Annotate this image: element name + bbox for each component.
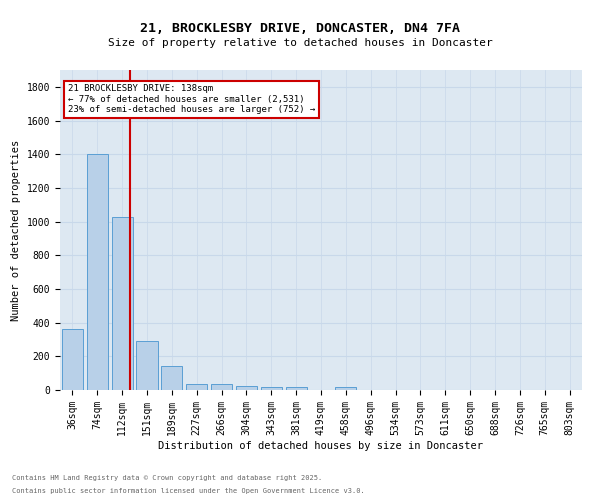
X-axis label: Distribution of detached houses by size in Doncaster: Distribution of detached houses by size …	[158, 440, 484, 450]
Bar	[62, 330, 83, 390]
Bar	[286, 388, 307, 390]
Bar	[335, 386, 356, 390]
Text: Contains public sector information licensed under the Open Government Licence v3: Contains public sector information licen…	[12, 488, 365, 494]
Text: Size of property relative to detached houses in Doncaster: Size of property relative to detached ho…	[107, 38, 493, 48]
Bar	[161, 366, 182, 390]
Text: 21, BROCKLESBY DRIVE, DONCASTER, DN4 7FA: 21, BROCKLESBY DRIVE, DONCASTER, DN4 7FA	[140, 22, 460, 36]
Bar	[136, 341, 158, 390]
Bar	[186, 384, 207, 390]
Bar	[211, 384, 232, 390]
Text: Contains HM Land Registry data © Crown copyright and database right 2025.: Contains HM Land Registry data © Crown c…	[12, 475, 322, 481]
Bar	[236, 386, 257, 390]
Bar	[87, 154, 108, 390]
Y-axis label: Number of detached properties: Number of detached properties	[11, 140, 21, 320]
Text: 21 BROCKLESBY DRIVE: 138sqm
← 77% of detached houses are smaller (2,531)
23% of : 21 BROCKLESBY DRIVE: 138sqm ← 77% of det…	[68, 84, 315, 114]
Bar	[261, 386, 282, 390]
Bar	[112, 216, 133, 390]
